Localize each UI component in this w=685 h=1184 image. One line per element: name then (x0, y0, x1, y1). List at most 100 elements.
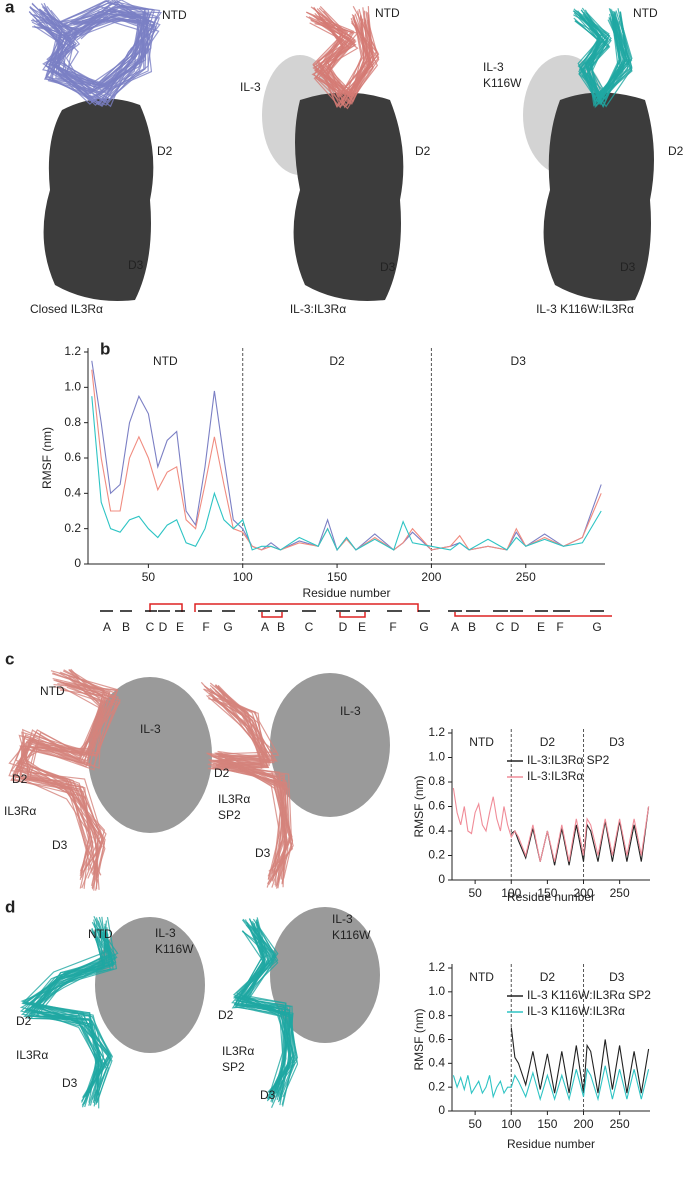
y-tick-label: 0.8 (64, 415, 81, 429)
structure-label: D2 (157, 144, 173, 158)
x-tick-label: 150 (537, 1117, 557, 1131)
ribbon (212, 698, 294, 885)
structure-label: SP2 (222, 1060, 245, 1074)
ribbon (208, 697, 284, 877)
domain-label: D3 (609, 970, 625, 984)
y-tick-label: 0.6 (64, 450, 81, 464)
surface (270, 673, 390, 817)
structure-label: IL-3 (240, 80, 261, 94)
structure-label: IL-3 (483, 60, 504, 74)
x-tick-label: 250 (610, 1117, 630, 1131)
structure-label: SP2 (218, 808, 241, 822)
series-line (91, 360, 602, 552)
structure-label: D2 (214, 766, 230, 780)
strand-label: D (159, 620, 168, 634)
x-tick-label: 200 (421, 570, 441, 584)
x-tick-label: 50 (468, 1117, 482, 1131)
caption: IL-3:IL3Rα (290, 302, 346, 316)
structure-label: D3 (62, 1076, 78, 1090)
series-line (91, 396, 602, 551)
x-tick-label: 100 (501, 1117, 521, 1131)
ribbon (32, 920, 107, 1108)
x-tick-label: 200 (574, 886, 594, 900)
domain-label: D3 (609, 735, 625, 749)
ribbon (315, 15, 362, 98)
y-tick-label: 1.0 (428, 984, 445, 998)
ribbon (23, 931, 119, 1104)
ribbon (200, 681, 289, 885)
y-tick-label: 0.4 (428, 1056, 445, 1070)
strand-label: G (223, 620, 232, 634)
structure-label: D3 (380, 260, 396, 274)
structure-label: D3 (255, 846, 271, 860)
series-line (91, 369, 602, 551)
structure-label: NTD (162, 8, 187, 22)
structure-label: IL3Rα (218, 792, 250, 806)
ribbon (27, 927, 112, 1093)
x-tick-label: 50 (142, 570, 156, 584)
domain-label: NTD (469, 735, 494, 749)
strand-label: D (511, 620, 520, 634)
structure-label: D2 (415, 144, 431, 158)
ribbon (573, 17, 628, 103)
strand-label: C (305, 620, 314, 634)
x-tick-label: 250 (610, 886, 630, 900)
x-tick-label: 50 (468, 886, 482, 900)
ribbon (210, 691, 287, 883)
panel-label: c (5, 649, 14, 668)
ribbon (21, 668, 106, 874)
strand-label: C (496, 620, 505, 634)
caption: IL-3 K116W:IL3Rα (536, 302, 634, 316)
ribbon (29, 669, 116, 871)
ribbon (204, 685, 293, 873)
ribbon (233, 930, 287, 1094)
ribbon (206, 694, 286, 887)
structure-label: D3 (52, 838, 68, 852)
ribbon (578, 11, 627, 100)
ribbon (29, 933, 114, 1099)
strand-label: A (451, 620, 459, 634)
ribbon (232, 919, 296, 1102)
x-axis-title: Residue number (507, 890, 595, 904)
strand-label: E (537, 620, 545, 634)
strand-label: D (339, 620, 348, 634)
x-tick-label: 150 (327, 570, 347, 584)
x-tick-label: 250 (516, 570, 536, 584)
strand-label: E (358, 620, 366, 634)
y-tick-label: 1.2 (428, 960, 445, 974)
structure-label: IL-3 (155, 926, 176, 940)
ribbon (43, 9, 152, 106)
structure-label: IL3Rα (4, 804, 36, 818)
panel-label: a (5, 0, 15, 16)
structure-label: NTD (88, 927, 113, 941)
legend-label: IL-3:IL3Rα SP2 (527, 753, 610, 767)
surface (88, 677, 212, 833)
y-tick-label: 0.6 (428, 1032, 445, 1046)
surface (293, 92, 404, 301)
panel-label: d (5, 897, 15, 916)
ribbon (308, 16, 367, 95)
legend-label: IL-3 K116W:IL3Rα SP2 (527, 988, 651, 1002)
y-tick-label: 1.0 (428, 750, 445, 764)
series-line (452, 1065, 650, 1102)
ribbon (24, 916, 108, 1106)
ribbon (26, 670, 110, 876)
series-line (452, 788, 650, 862)
ribbon (232, 922, 293, 1098)
surface (95, 917, 205, 1053)
y-axis-title: RMSF (nm) (40, 427, 54, 489)
structure-label: D2 (12, 772, 28, 786)
y-tick-label: 1.2 (64, 344, 81, 358)
strand-label: A (261, 620, 269, 634)
caption: Closed IL3Rα (30, 302, 103, 316)
ribbon (30, 1, 155, 103)
y-tick-label: 0.2 (64, 521, 81, 535)
surface (43, 98, 154, 301)
structure-renders (8, 0, 654, 1109)
y-tick-label: 0 (438, 1103, 445, 1117)
structure-label: IL3Rα (222, 1044, 254, 1058)
y-tick-label: 0.4 (428, 823, 445, 837)
ribbon (18, 683, 119, 890)
x-tick-label: 100 (233, 570, 253, 584)
